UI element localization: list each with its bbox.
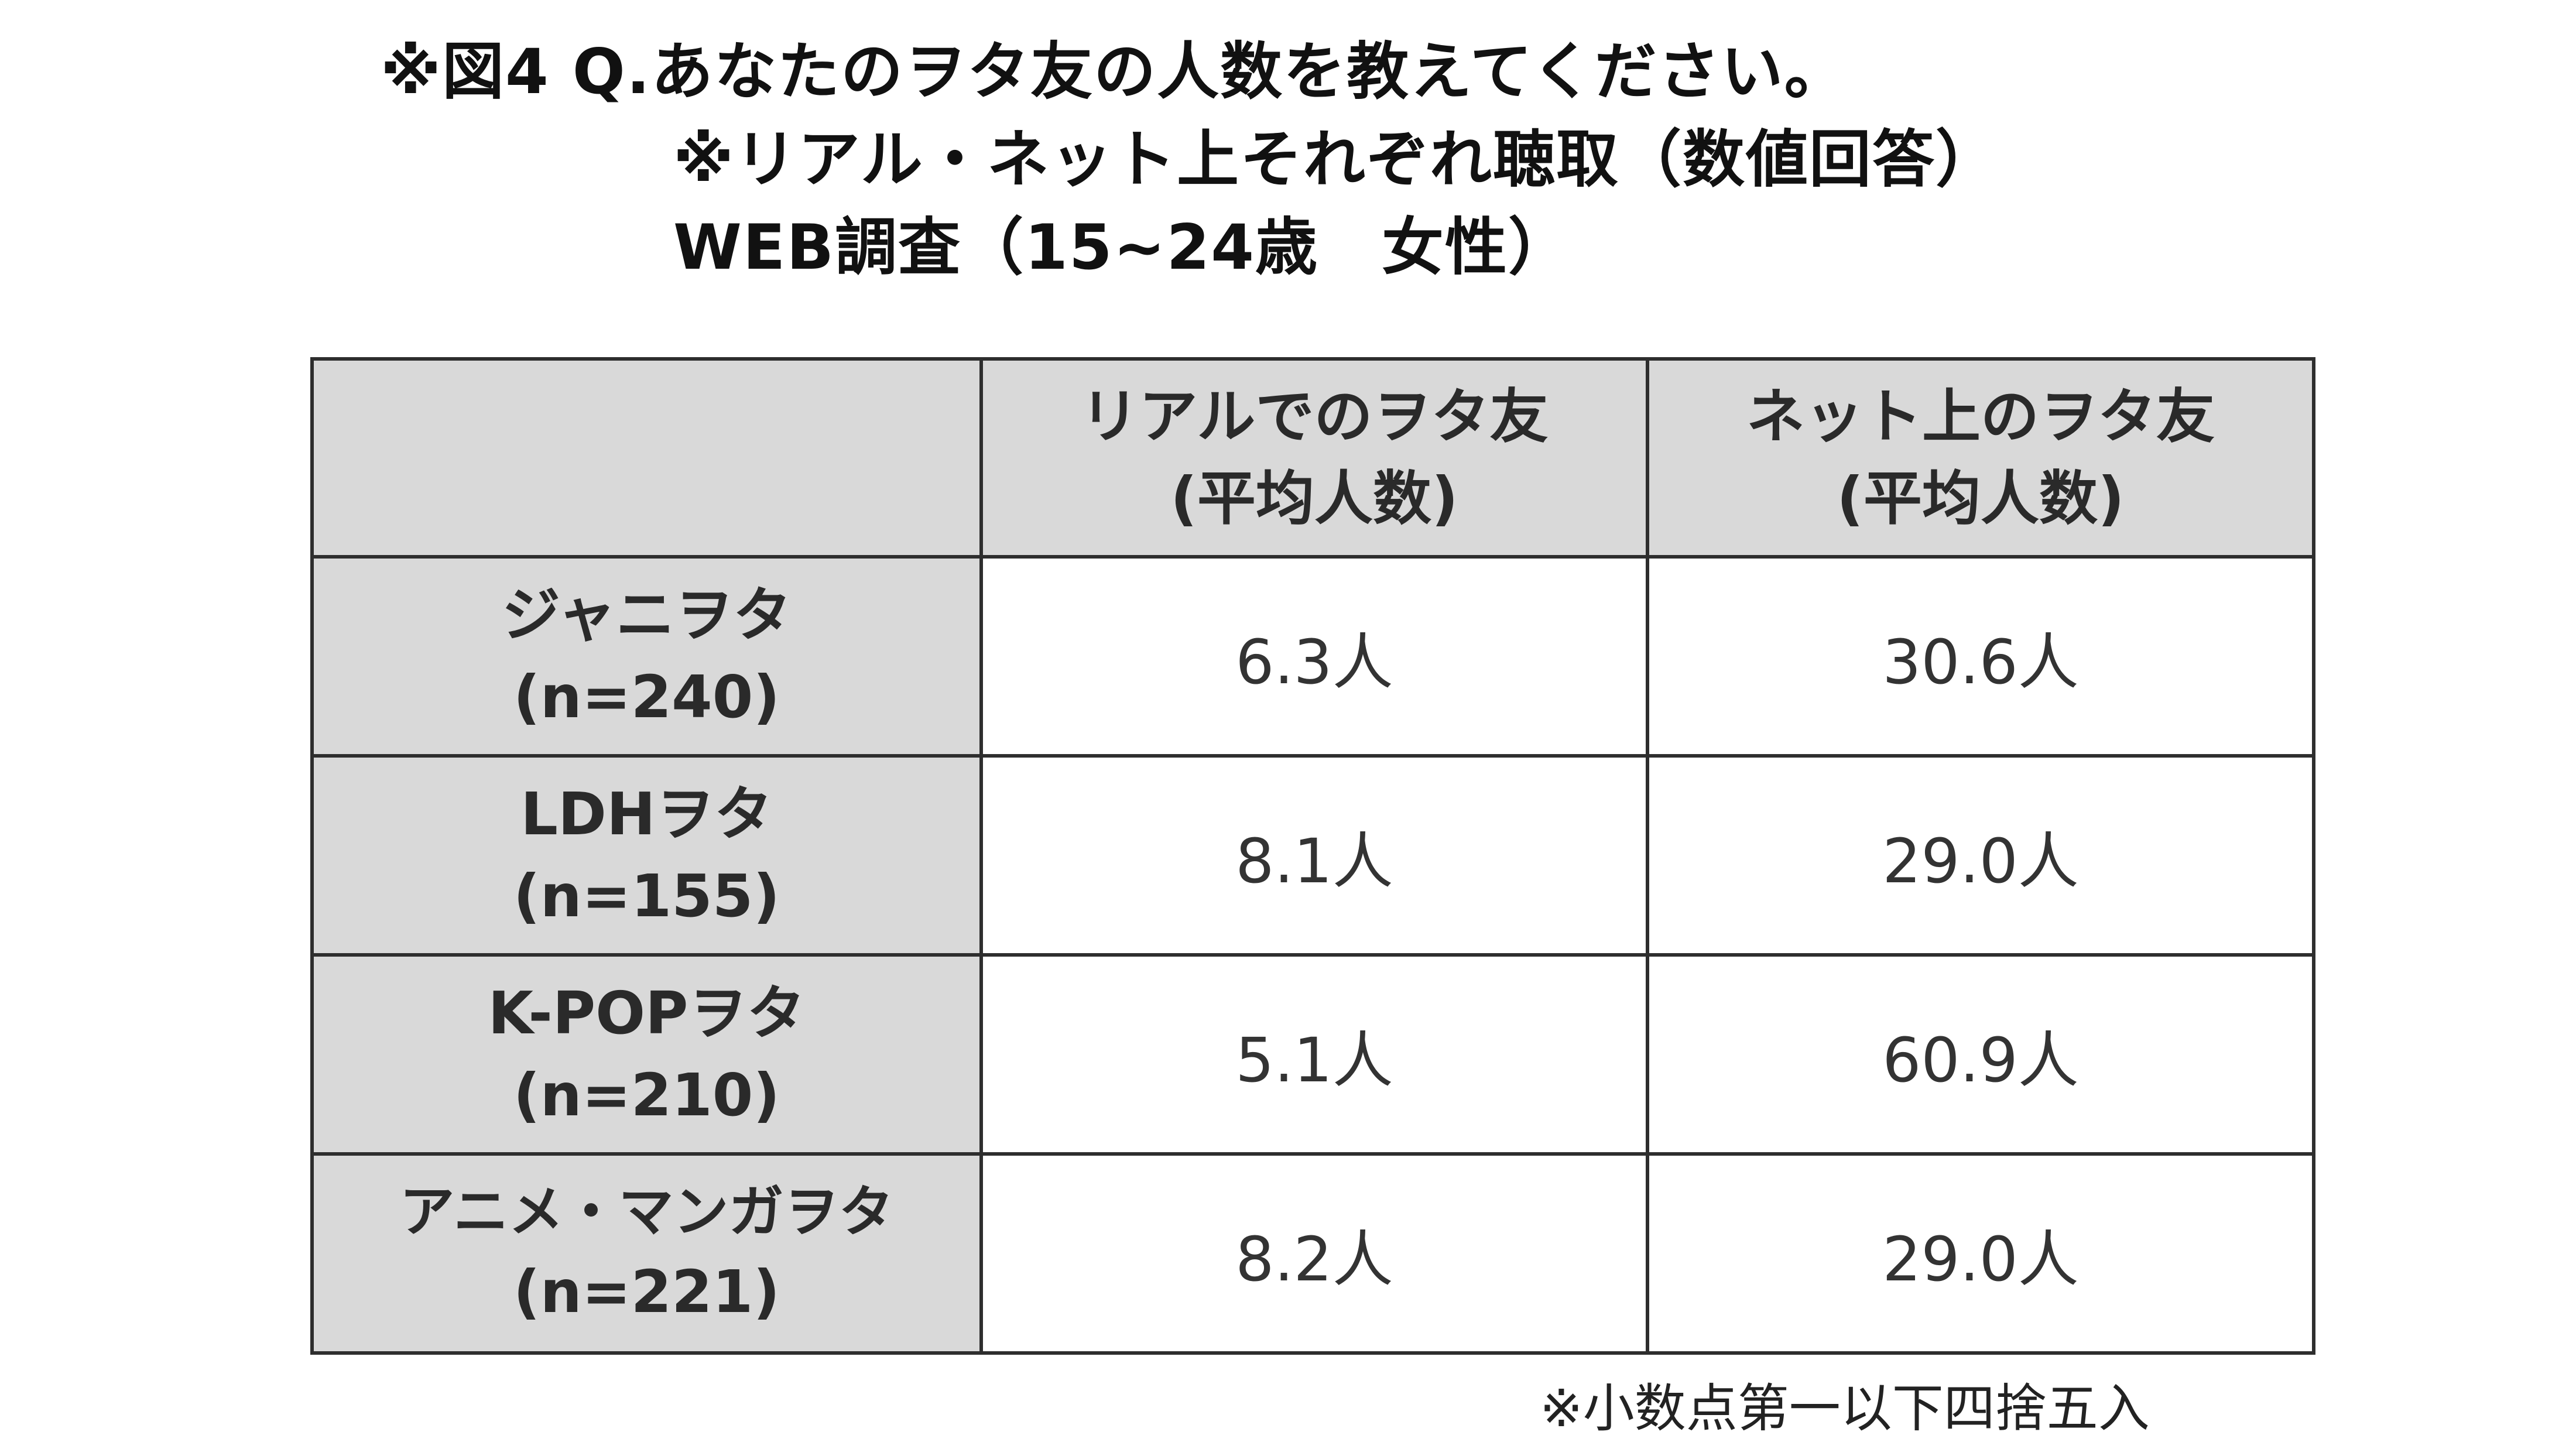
- row-sample-size: (n=155): [513, 862, 780, 930]
- row-label: アニメ・マンガヲタ: [399, 1180, 894, 1245]
- title-question: ※図4 Q.あなたのヲタ友の人数を教えてください。: [381, 36, 1848, 108]
- row-sample-size: (n=210): [513, 1061, 780, 1129]
- value-net: 29.0人: [1646, 754, 2315, 957]
- table-row-ldh: LDHヲタ (n=155) 8.1人 29.0人: [310, 754, 2315, 957]
- results-table: リアルでのヲタ友 (平均人数) ネット上のヲタ友 (平均人数) ジャニヲタ (n…: [310, 357, 2315, 1355]
- table-row-johnnys: ジャニヲタ (n=240) 6.3人 30.6人: [310, 555, 2315, 758]
- value-real: 8.2人: [979, 1152, 1649, 1355]
- header-net-subtitle: (平均人数): [1837, 464, 2125, 533]
- value-net: 60.9人: [1646, 953, 2315, 1156]
- title-block: ※図4 Q.あなたのヲタ友の人数を教えてください。 ※リアル・ネット上それぞれ聴…: [0, 0, 2576, 328]
- header-net-friends: ネット上のヲタ友 (平均人数): [1646, 357, 2315, 559]
- header-net-title: ネット上のヲタ友: [1746, 382, 2215, 451]
- row-sample-size: (n=240): [513, 663, 780, 731]
- row-sample-size: (n=221): [513, 1257, 780, 1326]
- table-row-kpop: K-POPヲタ (n=210) 5.1人 60.9人: [310, 953, 2315, 1156]
- value-net: 29.0人: [1646, 1152, 2315, 1355]
- row-label: K-POPヲタ: [488, 979, 806, 1047]
- value-real: 6.3人: [979, 555, 1649, 758]
- row-label-cell: K-POPヲタ (n=210): [310, 953, 983, 1156]
- row-label: ジャニヲタ: [502, 581, 792, 649]
- value-real: 5.1人: [979, 953, 1649, 1156]
- footnote: ※小数点第一以下四捨五入: [1540, 1378, 2150, 1438]
- header-real-friends: リアルでのヲタ友 (平均人数): [979, 357, 1649, 559]
- table-row-anime-manga: アニメ・マンガヲタ (n=221) 8.2人 29.0人: [310, 1152, 2315, 1355]
- row-label: LDHヲタ: [520, 780, 773, 848]
- value-net: 30.6人: [1646, 555, 2315, 758]
- header-real-title: リアルでのヲタ友: [1080, 382, 1549, 451]
- header-real-subtitle: (平均人数): [1170, 464, 1458, 533]
- value-real: 8.1人: [979, 754, 1649, 957]
- table-header-row: リアルでのヲタ友 (平均人数) ネット上のヲタ友 (平均人数): [310, 357, 2315, 559]
- row-label-cell: アニメ・マンガヲタ (n=221): [310, 1152, 983, 1355]
- row-label-cell: LDHヲタ (n=155): [310, 754, 983, 957]
- header-empty-cell: [310, 357, 983, 559]
- title-survey-info: WEB調査（15~24歳 女性）: [673, 211, 1571, 283]
- row-label-cell: ジャニヲタ (n=240): [310, 555, 983, 758]
- title-note: ※リアル・ネット上それぞれ聴取（数値回答）: [673, 124, 1999, 196]
